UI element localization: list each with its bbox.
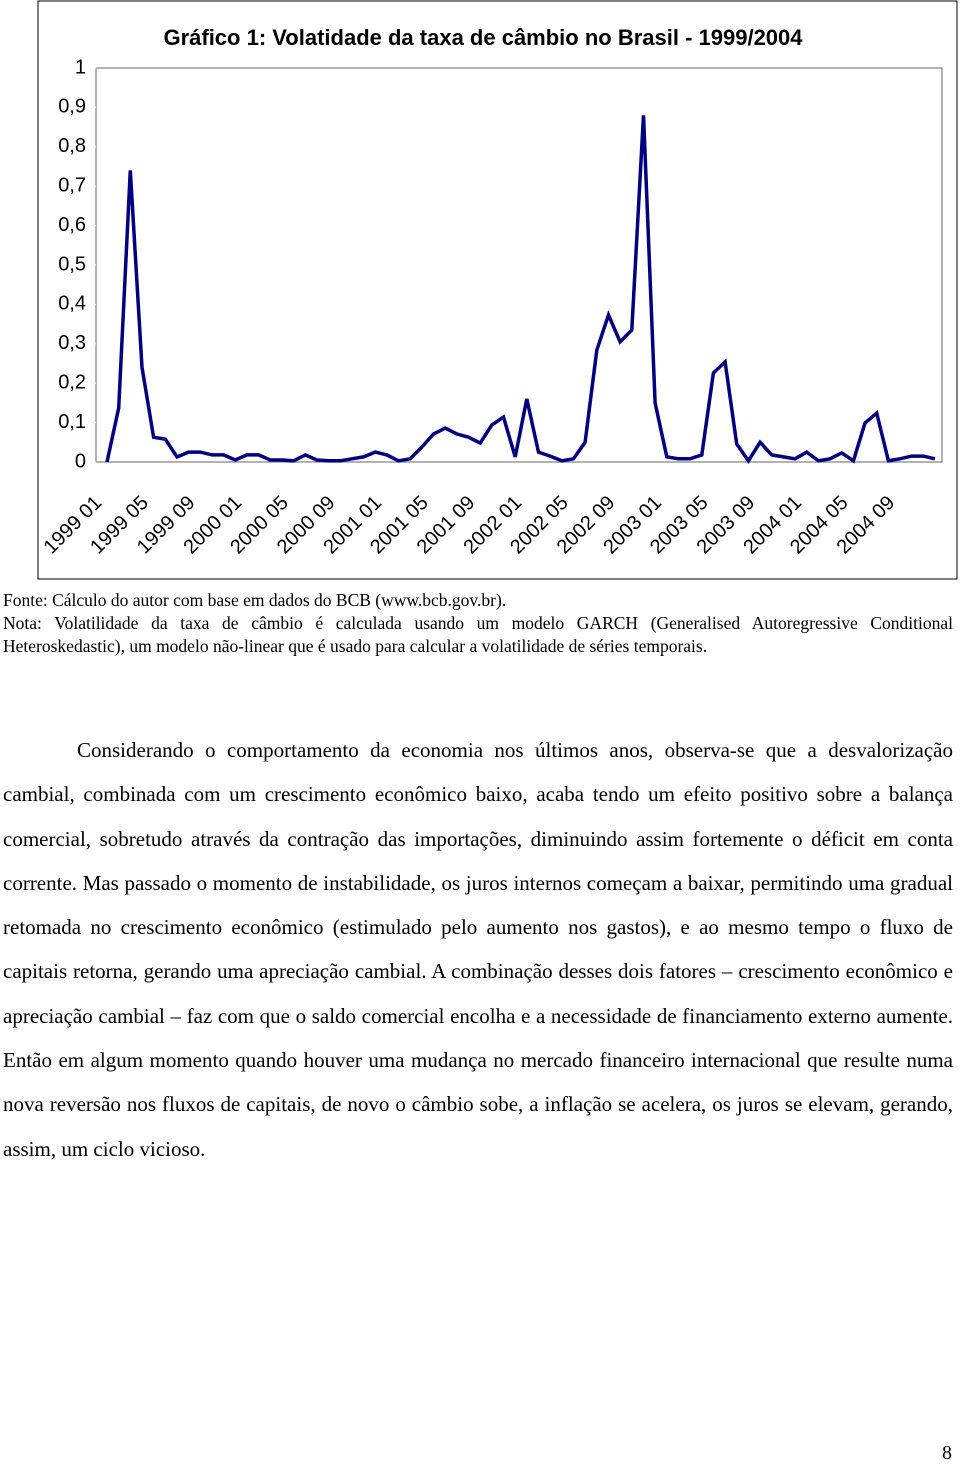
paragraph: Considerando o comportamento da economia… — [3, 738, 953, 1161]
y-tick-label: 0,4 — [58, 293, 86, 315]
chart-border — [37, 0, 958, 580]
chart-notes: Fonte: Cálculo do autor com base em dado… — [3, 589, 953, 658]
y-tick-label: 0,9 — [58, 96, 86, 118]
line — [105, 115, 936, 464]
source: Fonte: Cálculo do autor com base em dado… — [3, 590, 507, 610]
y-tick-label: 0,1 — [58, 411, 86, 433]
page-number: 8 — [942, 1442, 952, 1464]
y-tick-label: 0,5 — [58, 253, 86, 275]
y-tick-label: 0 — [75, 450, 86, 472]
y-tick-label: 0,2 — [58, 371, 86, 393]
y-tick-label: 0,3 — [58, 332, 86, 354]
y-tick-label: 0,7 — [58, 174, 86, 196]
plot-border — [95, 67, 943, 463]
y-tick-label: 0,8 — [58, 135, 86, 157]
note: Nota: Volatilidade da taxa de câmbio é c… — [3, 613, 953, 656]
y-tick-label: 0,6 — [58, 214, 86, 236]
chart-title: Gráfico 1: Volatidade da taxa de câmbio … — [163, 25, 803, 50]
y-tick-label: 1 — [75, 56, 86, 78]
